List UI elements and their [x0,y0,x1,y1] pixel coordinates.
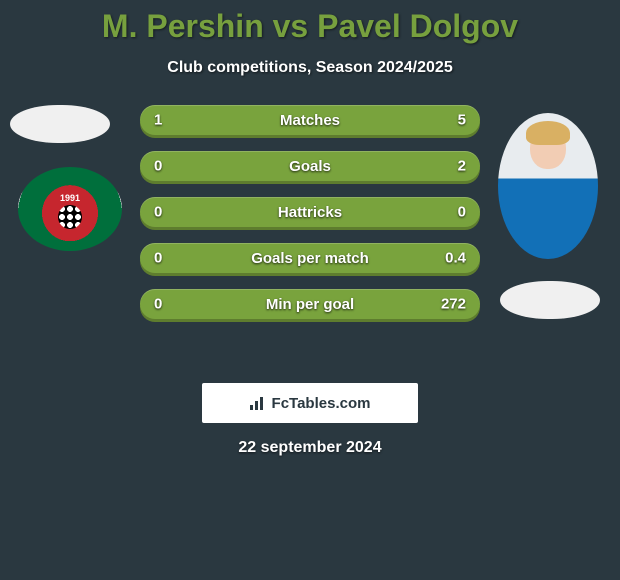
stat-right-value: 5 [458,112,466,129]
player1-club-badge [18,167,122,251]
stat-row: 0 Goals per match 0.4 [140,243,480,273]
stat-label: Goals [289,158,331,175]
stat-left-value: 0 [154,204,162,221]
date-label: 22 september 2024 [0,439,620,457]
page-title: M. Pershin vs Pavel Dolgov [0,0,620,45]
branding-badge: FcTables.com [202,383,418,423]
stat-row: 1 Matches 5 [140,105,480,135]
bar-chart-icon [250,396,268,410]
stat-label: Matches [280,112,340,129]
stat-right-value: 272 [441,296,466,313]
branding-text: FcTables.com [272,395,371,412]
stat-row: 0 Min per goal 272 [140,289,480,319]
stat-row: 0 Goals 2 [140,151,480,181]
stat-right-value: 0.4 [445,250,466,267]
stat-right-value: 0 [458,204,466,221]
stat-left-value: 1 [154,112,162,129]
player1-flag-placeholder [10,105,110,143]
player2-flag-placeholder [500,281,600,319]
subtitle: Club competitions, Season 2024/2025 [0,45,620,77]
stat-left-value: 0 [154,158,162,175]
stat-right-value: 2 [458,158,466,175]
stat-left-value: 0 [154,296,162,313]
stat-bars: 1 Matches 5 0 Goals 2 0 Hattricks 0 0 Go… [140,105,480,335]
stat-label: Min per goal [266,296,354,313]
stat-row: 0 Hattricks 0 [140,197,480,227]
player2-photo [498,113,598,259]
comparison-panel: 1 Matches 5 0 Goals 2 0 Hattricks 0 0 Go… [0,105,620,365]
stat-label: Hattricks [278,204,342,221]
stat-left-value: 0 [154,250,162,267]
stat-label: Goals per match [251,250,369,267]
